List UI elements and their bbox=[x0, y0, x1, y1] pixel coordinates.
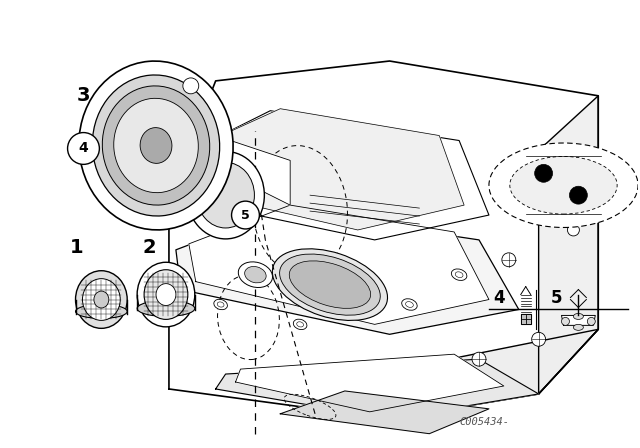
Text: 5: 5 bbox=[241, 209, 250, 222]
Ellipse shape bbox=[588, 318, 595, 325]
Text: 4: 4 bbox=[79, 142, 88, 155]
Ellipse shape bbox=[114, 98, 198, 193]
Ellipse shape bbox=[156, 284, 176, 306]
Polygon shape bbox=[236, 354, 504, 412]
Circle shape bbox=[534, 164, 552, 182]
Ellipse shape bbox=[92, 75, 220, 216]
Ellipse shape bbox=[79, 61, 233, 230]
Ellipse shape bbox=[297, 322, 303, 327]
Ellipse shape bbox=[289, 261, 371, 308]
Ellipse shape bbox=[244, 267, 266, 283]
Polygon shape bbox=[280, 391, 489, 434]
Text: 1: 1 bbox=[70, 238, 83, 257]
Ellipse shape bbox=[510, 156, 617, 214]
Text: 2: 2 bbox=[142, 238, 156, 257]
Text: 3: 3 bbox=[77, 86, 90, 105]
Circle shape bbox=[532, 332, 545, 346]
Polygon shape bbox=[539, 96, 598, 394]
Polygon shape bbox=[216, 359, 539, 419]
Ellipse shape bbox=[573, 314, 583, 319]
Polygon shape bbox=[230, 141, 290, 205]
Circle shape bbox=[232, 201, 259, 229]
Ellipse shape bbox=[76, 271, 127, 328]
Text: 5: 5 bbox=[551, 289, 563, 306]
Ellipse shape bbox=[214, 299, 227, 310]
Polygon shape bbox=[176, 210, 519, 334]
Circle shape bbox=[570, 186, 588, 204]
Ellipse shape bbox=[217, 302, 224, 307]
Ellipse shape bbox=[273, 249, 387, 320]
Ellipse shape bbox=[140, 128, 172, 164]
Polygon shape bbox=[169, 61, 598, 419]
Ellipse shape bbox=[573, 324, 583, 330]
Circle shape bbox=[472, 352, 486, 366]
Ellipse shape bbox=[451, 269, 467, 280]
Ellipse shape bbox=[102, 86, 210, 205]
Ellipse shape bbox=[561, 318, 570, 325]
Circle shape bbox=[502, 253, 516, 267]
Ellipse shape bbox=[293, 319, 307, 330]
Circle shape bbox=[561, 213, 575, 227]
Ellipse shape bbox=[76, 305, 127, 319]
Ellipse shape bbox=[94, 291, 109, 308]
Ellipse shape bbox=[137, 262, 195, 327]
Ellipse shape bbox=[144, 270, 188, 319]
Text: 4: 4 bbox=[493, 289, 505, 306]
Ellipse shape bbox=[280, 254, 380, 315]
Ellipse shape bbox=[187, 151, 264, 239]
Polygon shape bbox=[390, 329, 598, 419]
Polygon shape bbox=[193, 109, 464, 230]
Circle shape bbox=[68, 133, 99, 164]
Circle shape bbox=[568, 224, 579, 236]
Ellipse shape bbox=[455, 272, 463, 278]
Polygon shape bbox=[561, 315, 595, 325]
Ellipse shape bbox=[137, 301, 195, 316]
Circle shape bbox=[183, 78, 199, 94]
Polygon shape bbox=[181, 111, 489, 240]
Polygon shape bbox=[521, 314, 531, 324]
Polygon shape bbox=[189, 205, 489, 324]
Ellipse shape bbox=[402, 299, 417, 310]
Ellipse shape bbox=[406, 302, 413, 307]
Ellipse shape bbox=[489, 143, 638, 228]
Ellipse shape bbox=[83, 279, 120, 320]
Ellipse shape bbox=[238, 262, 273, 288]
Text: C005434-: C005434- bbox=[459, 417, 509, 427]
Ellipse shape bbox=[196, 162, 255, 228]
